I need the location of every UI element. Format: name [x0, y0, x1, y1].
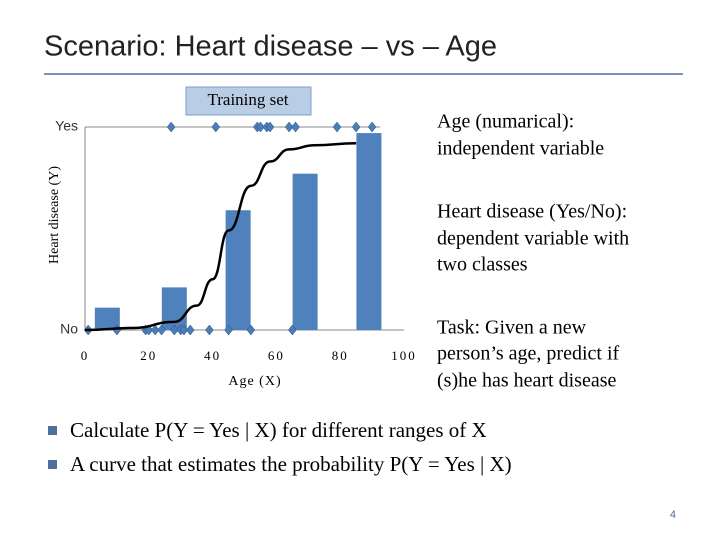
note-line: Task: Given a new — [437, 317, 587, 339]
note-line: dependent variable with — [437, 228, 629, 250]
page-number: 4 — [670, 509, 676, 521]
point — [169, 324, 179, 336]
point — [185, 324, 195, 336]
point — [265, 121, 275, 133]
point — [205, 324, 214, 336]
x-axis-title: Age (X) — [228, 374, 281, 389]
bar — [292, 173, 318, 330]
point — [288, 324, 297, 336]
training-label: Training set — [207, 90, 288, 109]
point — [291, 121, 300, 133]
x-tick-label: 60 — [268, 348, 285, 363]
x-tick-label: 0 — [81, 348, 90, 363]
y-tick-label: No — [60, 321, 78, 337]
bar — [94, 307, 120, 330]
note-line: independent variable — [437, 138, 604, 160]
point — [211, 121, 221, 133]
note-line: (s)he has heart disease — [437, 370, 616, 392]
x-tick-label: 80 — [332, 348, 349, 363]
bar — [225, 210, 251, 330]
point — [157, 324, 166, 336]
bullet-marker — [48, 426, 57, 435]
point — [166, 121, 176, 133]
x-tick-label: 100 — [391, 348, 417, 363]
note-line: person’s age, predict if — [437, 343, 619, 365]
bullet: A curve that estimates the probability P… — [70, 452, 512, 476]
bar — [356, 133, 382, 330]
training-box — [185, 86, 312, 116]
note-line: Heart disease (Yes/No): — [437, 201, 627, 223]
note-line: Age (numarical): — [437, 111, 574, 133]
point — [332, 121, 342, 133]
y-axis-title: Heart disease (Y) — [47, 166, 62, 264]
point — [284, 121, 294, 133]
point — [246, 324, 256, 336]
point — [367, 121, 377, 133]
x-tick-label: 40 — [204, 348, 221, 363]
bullet: Calculate P(Y = Yes | X) for different r… — [70, 418, 487, 442]
point — [351, 121, 361, 133]
point — [150, 324, 160, 336]
point — [256, 121, 265, 133]
x-tick-label: 20 — [140, 348, 157, 363]
note-line: two classes — [437, 254, 528, 276]
point — [179, 324, 189, 336]
bullet-marker — [48, 460, 57, 469]
curve — [84, 141, 357, 332]
y-tick-label: Yes — [55, 118, 78, 134]
point — [224, 324, 233, 336]
slide-title: Scenario: Heart disease – vs – Age — [44, 31, 497, 63]
